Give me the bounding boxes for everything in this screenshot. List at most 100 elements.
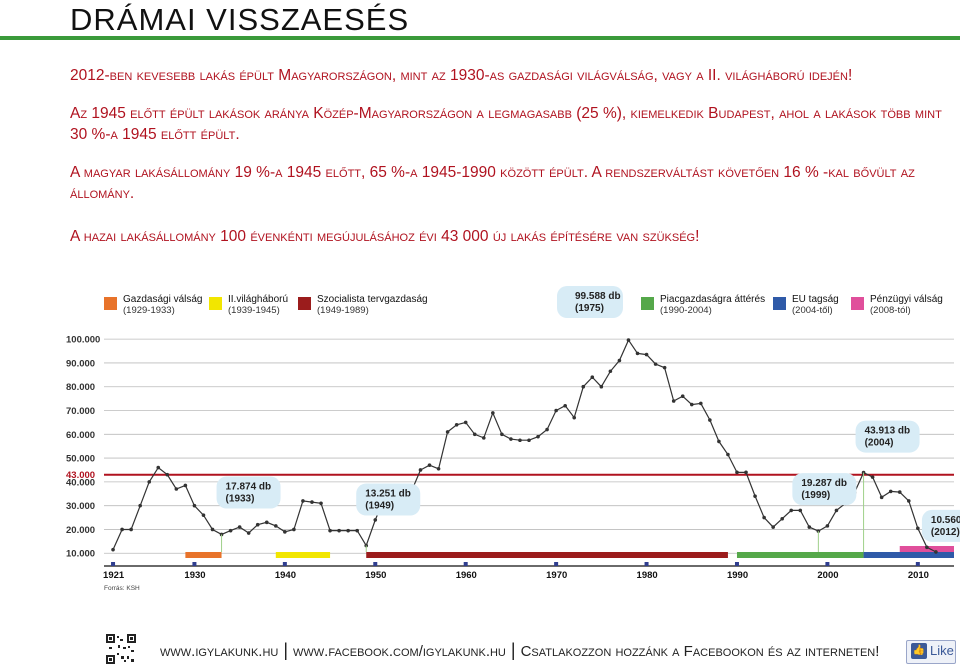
data-point [237,525,242,529]
x-tick-marker [825,562,830,566]
data-point [283,530,287,534]
data-point [563,403,567,408]
data-point [744,470,748,475]
data-point [545,427,549,432]
annotation-callout: 17.874 db(1933) [216,476,281,509]
data-point [147,480,152,484]
data-point [925,545,929,550]
chart-legend: Gazdasági válság(1929-1933) II.világhábor… [104,286,943,318]
data-point [228,528,233,533]
x-tick-marker [734,562,739,566]
series-line [112,338,937,553]
data-point [916,526,920,531]
data-point [834,508,839,513]
data-point [518,438,522,443]
data-point [427,463,432,468]
annotation-year: (1949) [365,501,394,512]
intro-paragraph-3: A magyar lakásállomány 19 %-a 1945 előtt… [70,164,915,202]
legend-period: (2008-tól) [870,305,911,316]
y-tick-label: 20.000 [66,525,95,536]
intro-paragraph-2: Az 1945 előtt épült lakások aránya Közép… [70,105,942,143]
data-point [581,384,586,389]
x-tick-label: 1950 [365,570,386,581]
data-point [120,527,124,532]
data-point [753,494,757,498]
legend-swatch [851,297,864,310]
y-tick-label: 70.000 [66,406,95,417]
data-point [897,490,902,494]
like-label: Like [930,643,954,658]
intro-paragraph-4: A hazai lakásállomány 100 évenkénti megú… [70,228,700,245]
data-point [445,430,450,434]
legend-swatch [641,297,654,310]
legend-label: EU tagság [792,294,839,305]
data-point [590,375,595,379]
legend-label: Gazdasági válság [123,294,203,305]
data-point [906,499,911,503]
data-point [771,525,775,529]
x-tick-marker [192,562,197,566]
annotation-value: 19.287 db [801,478,847,489]
annotation-year: (2012) [931,527,960,538]
header-bar [0,0,960,40]
footer-facebook-link[interactable]: www.facebook.com/igylakunk.hu [293,643,506,660]
annotation-callout: 13.251 db(1949) [356,483,421,516]
facebook-like-button[interactable]: 👍 Like [906,640,956,664]
legend-period: (2004-től) [792,305,833,316]
data-point [454,422,459,427]
data-point [608,369,613,374]
data-point [210,527,215,532]
legend-period: (1990-2004) [660,305,712,316]
x-tick-marker [282,562,287,566]
data-point [680,394,685,399]
x-tick-marker [373,562,378,566]
annotation-value: 17.874 db [226,482,272,493]
data-point [246,531,251,535]
y-tick-label: 60.000 [66,430,95,441]
data-point [418,468,423,472]
x-tick-label: 1940 [275,570,296,581]
data-point [735,470,739,475]
footer-cta: Csatlakozzon hozzánk a Facebookon és az … [520,643,880,660]
x-tick-label: 2010 [908,570,929,581]
data-point [870,475,875,479]
footer-separator: | [510,640,516,660]
legend-label: Pénzügyi válság [870,294,943,305]
data-point [662,365,667,370]
chart-annotations: 17.874 db(1933) 13.251 db(1949) 19.287 db (… [216,420,960,552]
legend-swatch [773,297,786,310]
legend-label: Szocialista tervgazdaság [317,294,428,305]
x-tick-label: 1921 [103,570,125,581]
data-point [635,351,640,356]
legend-swatch [209,297,222,310]
annotation-year: (2004) [865,438,894,449]
data-point [536,434,540,439]
event-bar [275,552,331,558]
data-point [138,503,142,508]
data-point [726,452,730,457]
source-note: Forrás: KSH [104,585,140,592]
event-bar [366,552,728,558]
event-bar [736,552,864,558]
data-point [183,483,188,488]
data-point [310,500,314,504]
data-point [509,437,513,441]
data-point [644,352,649,357]
legend-label: Piacgazdaságra áttérés [660,294,765,305]
data-point [174,487,179,491]
y-tick-label: 50.000 [66,454,95,465]
x-tick-label: 1930 [184,570,205,581]
x-tick-label: 1960 [456,570,477,581]
legend-period: (1939-1945) [228,305,280,316]
data-point [699,401,703,406]
footer-site-link[interactable]: www.igylakunk.hu [160,643,279,660]
data-point [762,515,766,520]
data-point [554,408,558,413]
y-tick-label: 80.000 [66,382,95,393]
data-point [111,547,115,552]
x-tick-label: 1990 [727,570,748,581]
data-point [717,439,721,444]
data-point [500,432,504,437]
annotation-callout: 43.913 db(2004) [855,420,920,453]
x-tick-marker [111,562,116,566]
